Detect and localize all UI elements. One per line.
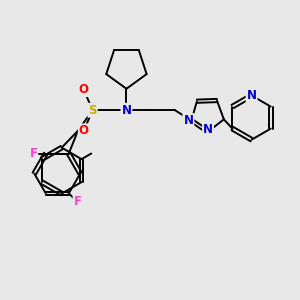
Text: N: N <box>122 104 131 117</box>
Text: N: N <box>247 89 256 102</box>
Text: F: F <box>29 147 38 160</box>
Text: F: F <box>74 195 82 208</box>
Text: O: O <box>79 124 89 137</box>
Text: N: N <box>203 123 213 136</box>
Text: N: N <box>183 114 194 127</box>
Text: S: S <box>88 104 97 117</box>
Text: O: O <box>79 83 89 96</box>
